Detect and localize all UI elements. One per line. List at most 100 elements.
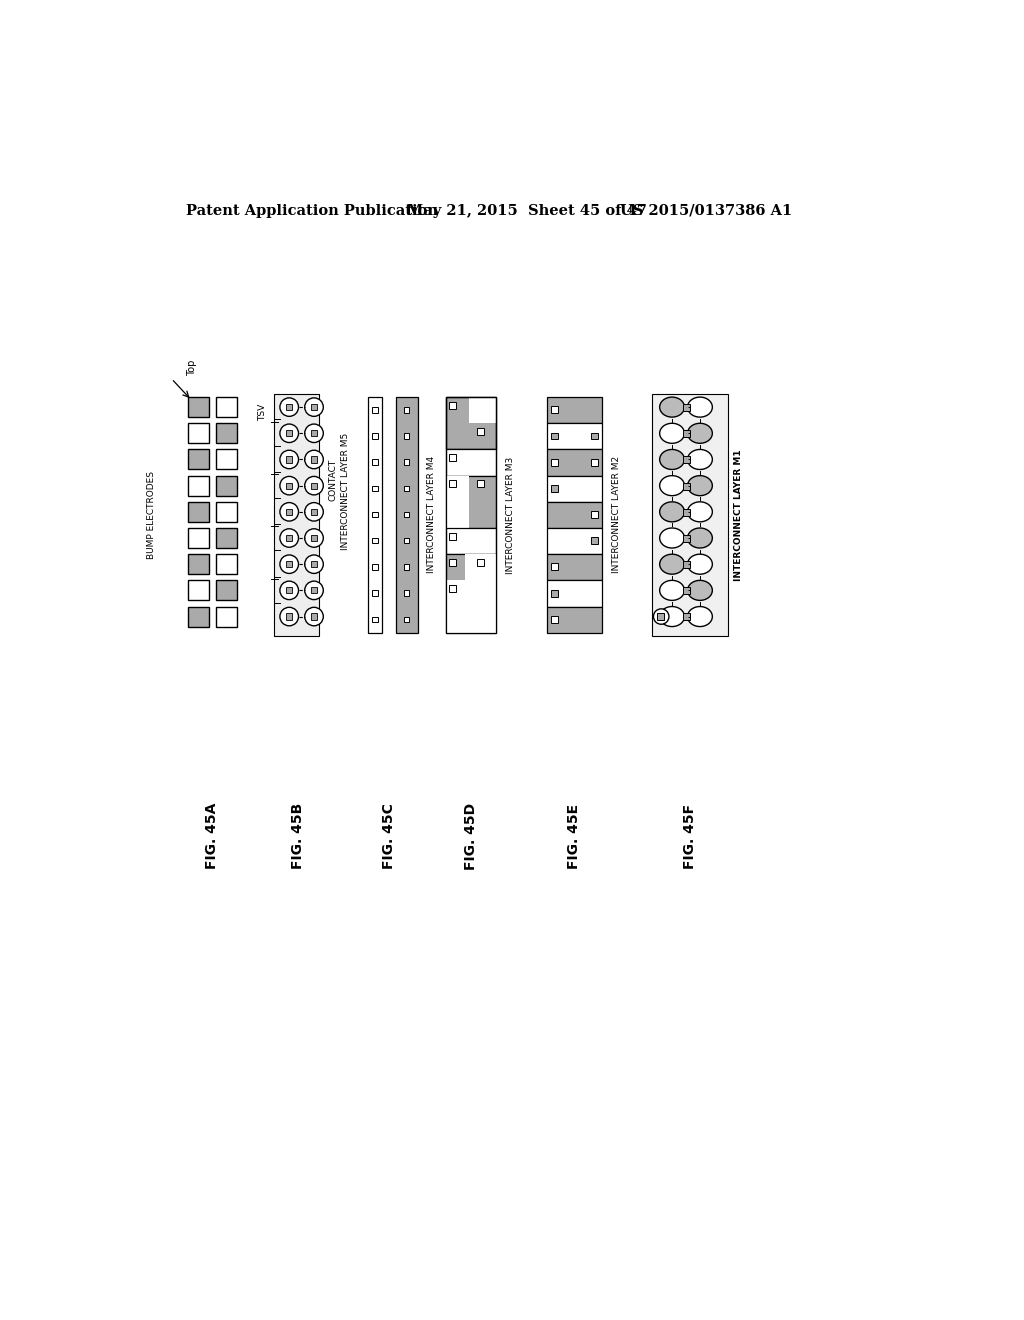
Bar	[273, 499, 319, 525]
Circle shape	[305, 529, 324, 548]
Bar	[547, 502, 602, 528]
Ellipse shape	[659, 424, 684, 444]
Ellipse shape	[687, 554, 713, 574]
Bar	[449, 585, 456, 591]
Bar	[591, 459, 598, 466]
Bar	[477, 480, 483, 487]
Bar	[551, 484, 558, 492]
Bar	[216, 424, 237, 444]
Bar	[469, 397, 496, 424]
Bar	[216, 449, 237, 470]
Bar	[683, 457, 690, 463]
Bar	[449, 480, 456, 487]
Ellipse shape	[659, 528, 684, 548]
Bar	[547, 528, 602, 554]
Bar	[465, 554, 496, 581]
Bar	[372, 590, 378, 595]
Bar	[547, 424, 602, 449]
Text: US 2015/0137386 A1: US 2015/0137386 A1	[621, 203, 793, 218]
Bar	[683, 430, 690, 437]
Text: FIG. 45F: FIG. 45F	[683, 804, 697, 869]
Bar	[403, 590, 410, 595]
Circle shape	[280, 554, 299, 573]
Bar	[403, 539, 410, 544]
Bar	[445, 397, 496, 449]
Bar	[311, 508, 317, 515]
Circle shape	[280, 503, 299, 521]
Text: INTERCONNECT LAYER M1: INTERCONNECT LAYER M1	[734, 449, 743, 581]
Text: FIG. 45C: FIG. 45C	[382, 803, 396, 869]
Bar	[369, 397, 382, 632]
Bar	[683, 483, 690, 490]
Text: FIG. 45D: FIG. 45D	[464, 803, 478, 870]
Text: Top: Top	[187, 359, 198, 376]
Bar	[449, 454, 456, 461]
Circle shape	[280, 397, 299, 416]
Bar	[683, 561, 690, 568]
Bar	[683, 508, 690, 516]
Bar	[188, 424, 209, 444]
Bar	[591, 537, 598, 544]
Bar	[311, 430, 317, 437]
Bar	[286, 587, 292, 594]
Circle shape	[280, 424, 299, 442]
Bar	[445, 528, 496, 554]
Bar	[403, 486, 410, 491]
Bar	[273, 395, 319, 636]
Bar	[449, 533, 456, 540]
Ellipse shape	[687, 581, 713, 601]
Bar	[477, 558, 483, 566]
Bar	[286, 430, 292, 437]
Circle shape	[280, 477, 299, 495]
Bar	[372, 616, 378, 622]
Bar	[403, 616, 410, 622]
Text: INTERCONNECT LAYER M3: INTERCONNECT LAYER M3	[506, 457, 515, 573]
Bar	[683, 587, 690, 594]
Bar	[188, 607, 209, 627]
Bar	[445, 450, 496, 475]
Ellipse shape	[659, 554, 684, 574]
Text: FIG. 45A: FIG. 45A	[206, 803, 219, 869]
Bar	[403, 564, 410, 570]
Bar	[551, 564, 558, 570]
Ellipse shape	[659, 397, 684, 417]
Bar	[372, 407, 378, 412]
Text: May 21, 2015  Sheet 45 of 47: May 21, 2015 Sheet 45 of 47	[407, 203, 647, 218]
Bar	[551, 590, 558, 597]
Bar	[403, 433, 410, 438]
Bar	[311, 404, 317, 411]
Bar	[683, 614, 690, 620]
Bar	[273, 577, 319, 603]
Bar	[591, 511, 598, 517]
Bar	[403, 512, 410, 517]
Bar	[657, 614, 665, 620]
Bar	[551, 615, 558, 623]
Bar	[216, 607, 237, 627]
Bar	[286, 404, 292, 411]
Bar	[449, 558, 456, 566]
Bar	[547, 475, 602, 502]
Bar	[188, 581, 209, 601]
Bar	[551, 407, 558, 413]
Circle shape	[653, 609, 669, 624]
Bar	[372, 539, 378, 544]
Bar	[216, 475, 237, 496]
Bar	[273, 552, 319, 577]
Circle shape	[280, 581, 299, 599]
Bar	[273, 420, 319, 446]
Bar	[286, 535, 292, 541]
Bar	[551, 433, 558, 440]
Circle shape	[305, 450, 324, 469]
Ellipse shape	[659, 475, 684, 496]
Bar	[311, 457, 317, 462]
Bar	[188, 554, 209, 574]
Circle shape	[280, 607, 299, 626]
Circle shape	[280, 450, 299, 469]
Bar	[547, 397, 602, 424]
Circle shape	[305, 424, 324, 442]
Text: FIG. 45E: FIG. 45E	[567, 804, 582, 869]
Bar	[403, 459, 410, 465]
Bar	[445, 397, 496, 632]
Ellipse shape	[687, 424, 713, 444]
Bar	[445, 581, 496, 632]
